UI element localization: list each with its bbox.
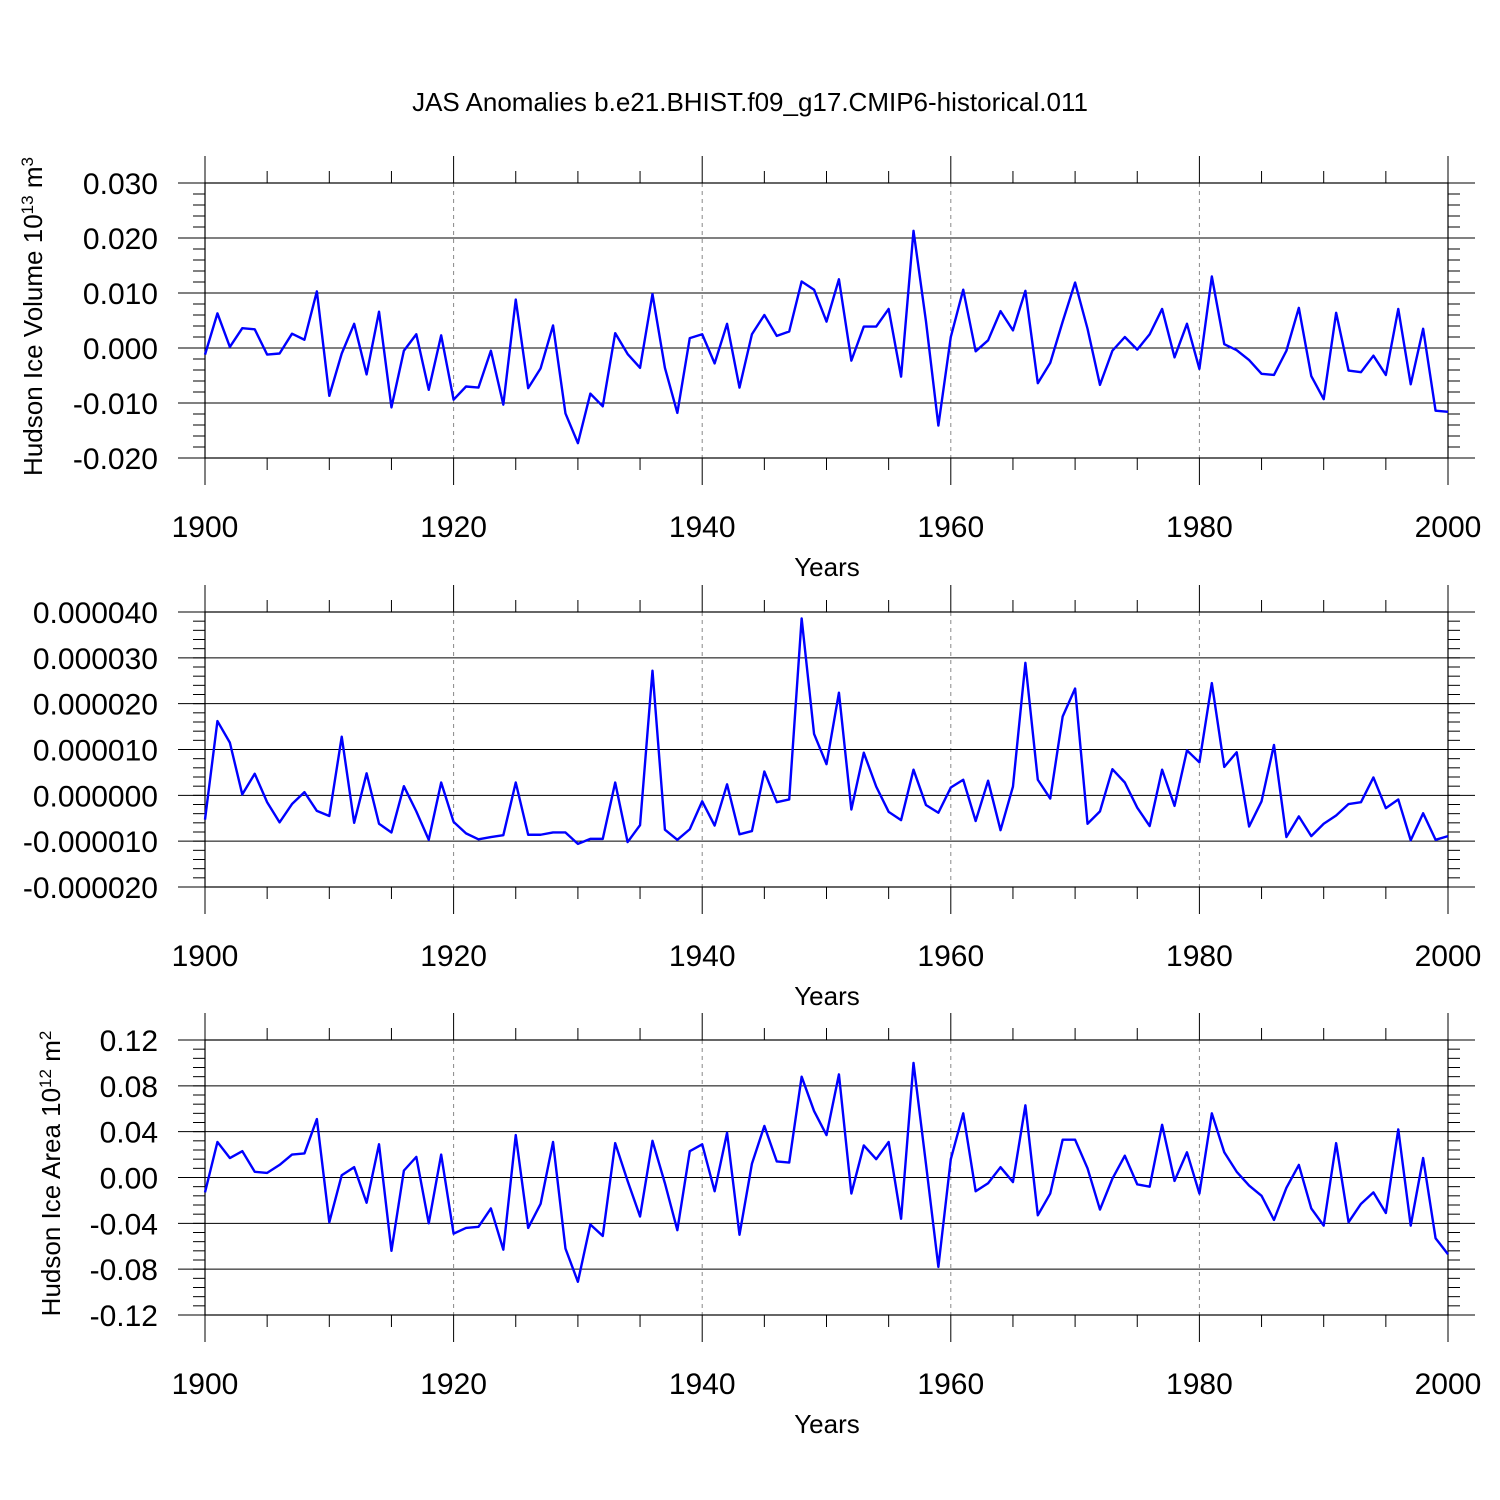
x-axis-label: Years	[794, 1409, 860, 1439]
y-tick-label: 0.000020	[33, 689, 158, 722]
y-tick-label: -0.12	[90, 1300, 158, 1333]
x-tick-label: 1900	[172, 511, 239, 544]
x-tick-label: 1960	[917, 511, 984, 544]
y-tick-label: 0.08	[100, 1071, 158, 1104]
y-tick-label: 0.000040	[33, 597, 158, 630]
x-tick-label: 1980	[1166, 1368, 1233, 1401]
panel-thickness: -0.000020 -0.000010 0.000000 0.000010 0.0000…	[23, 585, 1482, 1011]
y-axis-label: Hudson Ice Volume 1013 m3	[18, 157, 49, 476]
y-axis-label-unit-exp: 2	[36, 1031, 55, 1040]
x-axis-label: Years	[794, 981, 860, 1011]
series-line	[203, 229, 1449, 445]
plot-frame	[204, 182, 1449, 459]
x-tick-label: 1900	[172, 1368, 239, 1401]
series-line	[203, 1061, 1449, 1283]
y-tick-label: 0.04	[100, 1117, 158, 1150]
y-axis-label-unit-exp: 3	[18, 157, 37, 166]
y-tick-label: -0.020	[73, 443, 158, 476]
y-tick-label: 0.000030	[33, 643, 158, 676]
x-tick-label: 2000	[1415, 1368, 1482, 1401]
y-tick-label: -0.04	[90, 1208, 158, 1241]
y-axis-label-exp: 12	[36, 1069, 55, 1088]
y-tick-label: 0.00	[100, 1163, 158, 1196]
x-tick-label: 1940	[669, 1368, 736, 1401]
x-tick-label: 1900	[172, 940, 239, 973]
y-tick-label: -0.000020	[23, 872, 158, 905]
x-tick-label: 1940	[669, 511, 736, 544]
x-tick-label: 1920	[420, 511, 487, 544]
figure-title: JAS Anomalies b.e21.BHIST.f09_g17.CMIP6-…	[412, 87, 1088, 117]
y-axis-label-base: Hudson Ice Volume 10	[18, 214, 48, 476]
y-tick-label: 0.000	[83, 333, 158, 366]
y-tick-label: 0.020	[83, 223, 158, 256]
x-axis-label: Years	[794, 552, 860, 582]
y-axis-label-unit: m	[18, 167, 48, 196]
plot-frame	[204, 611, 1449, 888]
y-tick-label: 0.030	[83, 168, 158, 201]
y-tick-label: 0.12	[100, 1025, 158, 1058]
x-tick-label: 1960	[917, 940, 984, 973]
y-tick-label: 0.010	[83, 278, 158, 311]
x-tick-label: 1980	[1166, 940, 1233, 973]
y-tick-label: -0.010	[73, 388, 158, 421]
x-tick-label: 2000	[1415, 940, 1482, 973]
x-tick-label: 1980	[1166, 511, 1233, 544]
x-tick-label: 1920	[420, 940, 487, 973]
x-tick-label: 1960	[917, 1368, 984, 1401]
panel-volume: -0.020 -0.010 0.000 0.010 0.020 0.030 1900 1920…	[18, 156, 1482, 582]
y-tick-label: 0.000010	[33, 735, 158, 768]
y-tick-label: 0.000000	[33, 780, 158, 813]
x-tick-label: 2000	[1415, 511, 1482, 544]
y-axis-label-unit: m	[36, 1040, 66, 1069]
panel-area: -0.12 -0.08 -0.04 0.00 0.04 0.08 0.12 1900 1920 1…	[36, 1013, 1482, 1439]
y-tick-label: -0.000010	[23, 826, 158, 859]
y-tick-label: -0.08	[90, 1254, 158, 1287]
y-axis-label-exp: 13	[18, 195, 37, 214]
y-axis-label-base: Hudson Ice Area 10	[36, 1088, 66, 1316]
plot-frame	[204, 1039, 1449, 1316]
y-axis-label: Hudson Ice Area 1012 m2	[36, 1031, 67, 1317]
x-tick-label: 1940	[669, 940, 736, 973]
series-line	[203, 617, 1449, 846]
x-tick-label: 1920	[420, 1368, 487, 1401]
